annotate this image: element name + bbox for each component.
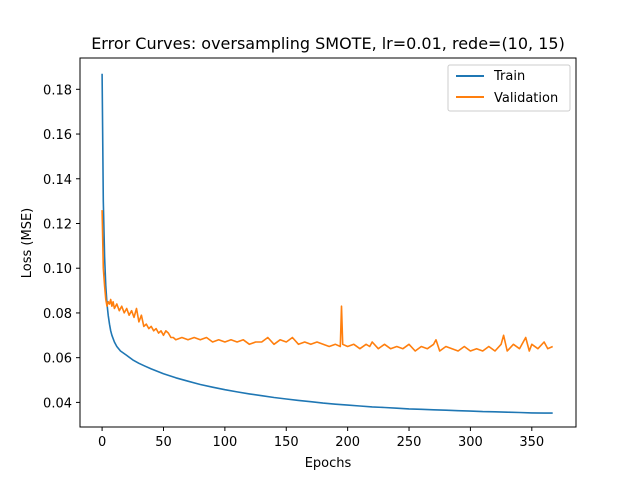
x-tick-label: 300 bbox=[458, 435, 483, 450]
legend-label-validation: Validation bbox=[494, 91, 558, 106]
x-tick-label: 150 bbox=[274, 435, 299, 450]
y-tick-label: 0.14 bbox=[43, 173, 72, 188]
plot-area bbox=[101, 73, 554, 414]
x-axis-label: Epochs bbox=[305, 456, 352, 471]
legend: Train Validation bbox=[447, 64, 571, 112]
y-tick-label: 0.04 bbox=[43, 396, 72, 411]
y-tick-label: 0.10 bbox=[43, 262, 72, 277]
y-tick-label: 0.18 bbox=[43, 83, 72, 98]
y-tick-label: 0.12 bbox=[43, 217, 72, 232]
axes-frame bbox=[79, 57, 577, 428]
x-tick-label: 350 bbox=[519, 435, 544, 450]
legend-label-train: Train bbox=[493, 69, 525, 84]
y-tick-label: 0.06 bbox=[43, 352, 72, 367]
x-axis: 0 50 100 150 200 250 300 350 bbox=[98, 427, 544, 450]
x-tick-label: 250 bbox=[397, 435, 422, 450]
chart-title: Error Curves: oversampling SMOTE, lr=0.0… bbox=[91, 34, 565, 53]
y-axis-label: Loss (MSE) bbox=[20, 208, 35, 278]
y-tick-label: 0.08 bbox=[43, 307, 72, 322]
y-tick-label: 0.16 bbox=[43, 128, 72, 143]
x-tick-label: 0 bbox=[98, 435, 106, 450]
series-line-train bbox=[101, 73, 553, 414]
series-line-validation bbox=[101, 210, 554, 352]
x-tick-label: 100 bbox=[212, 435, 237, 450]
x-tick-label: 200 bbox=[335, 435, 360, 450]
x-tick-label: 50 bbox=[155, 435, 172, 450]
y-axis: 0.04 0.06 0.08 0.10 0.12 0.14 0.16 0.18 bbox=[43, 83, 80, 411]
